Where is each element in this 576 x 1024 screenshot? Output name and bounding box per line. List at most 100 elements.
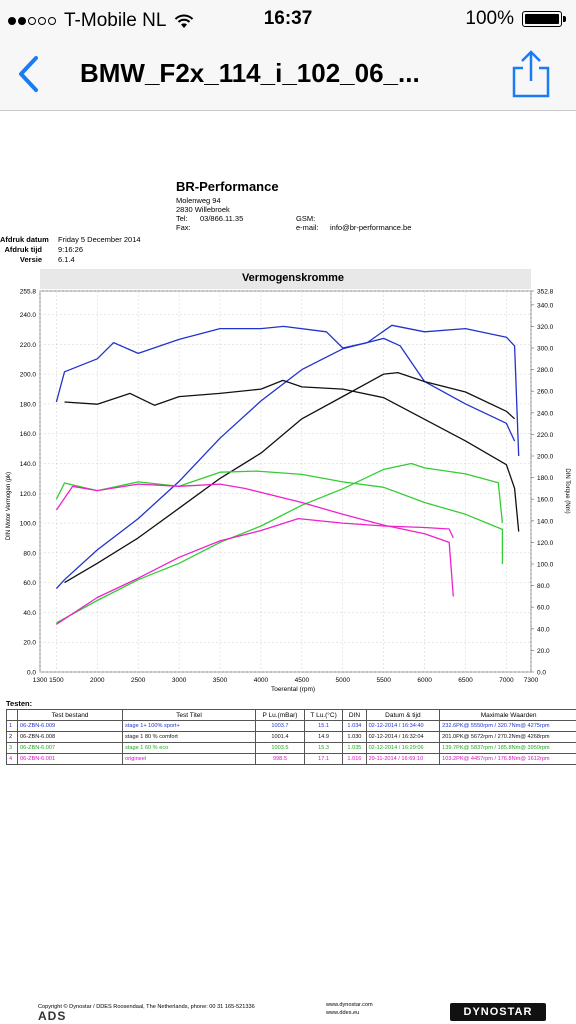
torque-line-series-4 (55, 483, 454, 597)
y2-tick-label: 40.0 (537, 626, 550, 633)
torque-line-series-2 (64, 379, 520, 532)
document-title: BMW_F2x_114_i_102_06_... (80, 58, 420, 88)
version-value: 6.1.4 (58, 255, 75, 264)
x-tick-label: 1300 (33, 677, 48, 684)
column-header: Test Titel (122, 709, 256, 721)
column-header: P Lu.(mBar) (255, 709, 305, 721)
table-cell: 06-ZBN-6.007 (17, 742, 123, 754)
column-header: Test bestand (17, 709, 123, 721)
x-axis-label: Toerental (rpm) (271, 686, 315, 693)
column-header: Datum & tijd (365, 709, 441, 721)
chart-lines (55, 324, 520, 625)
y-tick-label: 160.0 (20, 431, 37, 438)
signal-dot-icon (48, 17, 56, 25)
share-icon[interactable] (508, 48, 554, 100)
x-tick-label: 4500 (295, 677, 310, 684)
table-cell: 1001.4 (255, 731, 305, 743)
y2-tick-label: 352.8 (537, 289, 554, 296)
gsm-label: GSM: (296, 214, 316, 223)
y-tick-label: 240.0 (20, 312, 37, 319)
column-header: Maximale Waarden (439, 709, 576, 721)
y2-tick-label: 240.0 (537, 410, 554, 417)
table-cell: 4 (6, 753, 18, 765)
wifi-icon (175, 14, 194, 28)
y2-tick-label: 100.0 (537, 562, 554, 569)
navigation-bar: BMW_F2x_114_i_102_06_... (0, 38, 576, 111)
y-tick-label: 60.0 (23, 580, 36, 587)
email-label: e-mail: (296, 223, 319, 232)
x-tick-label: 1500 (49, 677, 64, 684)
table-cell: 06-ZBN-6.008 (17, 731, 123, 743)
tests-table: Test bestand Test Titel P Lu.(mBar) T Lu… (6, 709, 576, 765)
table-cell: stage 1 60 % eco (122, 742, 256, 754)
y-tick-label: 100.0 (20, 521, 37, 528)
table-cell: 17.1 (303, 753, 344, 765)
table-cell: 201.0PK@ 5672rpm / 270.2Nm@ 4268rpm (439, 731, 576, 743)
tests-label: Testen: (6, 699, 33, 708)
y2-tick-label: 280.0 (537, 367, 554, 374)
power-line-series-4 (56, 517, 454, 625)
pdf-document[interactable]: BR-Performance Molenweg 94 2830 Willebro… (0, 111, 576, 1024)
print-time-label: Afdruk tijd (4, 245, 43, 254)
y2-tick-label: 220.0 (537, 432, 554, 439)
table-cell: 3 (6, 742, 18, 754)
battery-icon (522, 11, 566, 27)
table-cell: 139.7PK@ 5837rpm / 185.8Nm@ 3950rpm (439, 742, 576, 754)
footer-copyright: Copyright © Dynostar / DDES Roosendaal, … (38, 1004, 255, 1010)
chart-grid (39, 269, 532, 673)
table-cell: 998.5 (255, 753, 305, 765)
power-chart: 0.0 20.0 40.0 60.0 80.0 100.0 120.0 140.0 160.0 1… (6, 269, 570, 693)
column-header: T Lu.(°C) (303, 709, 344, 721)
x-tick-label: 4000 (254, 677, 269, 684)
company-address-line1: Molenweg 94 (176, 196, 221, 205)
y2-tick-label: 120.0 (537, 540, 554, 547)
x-tick-label: 2500 (131, 677, 146, 684)
print-date-label: Afdruk datum (0, 235, 49, 244)
x-tick-label: 2000 (90, 677, 105, 684)
x-tick-label: 7000 (499, 677, 514, 684)
table-row: 3 06-ZBN-6.007 stage 1 60 % eco 1003.5 15.3 1… (6, 742, 576, 754)
table-cell: 02-12-2014 / 16:34:40 (365, 720, 441, 732)
y-tick-label: 0.0 (27, 670, 36, 677)
y2-tick-label: 80.0 (537, 583, 550, 590)
signal-dot-icon (18, 17, 26, 25)
tests-section: Testen: Test bestand Test Titel P Lu.(mB… (2, 699, 576, 765)
table-cell: 06-ZBN-6.009 (17, 720, 123, 732)
footer-url-dynostar: www.dynostar.com (326, 1002, 373, 1008)
y2-tick-label: 160.0 (537, 497, 554, 504)
x-tick-label: 7300 (524, 677, 539, 684)
footer-url-ddes: www.ddes.eu (326, 1010, 360, 1016)
table-cell: 15.3 (303, 742, 344, 754)
chevron-left-icon[interactable] (12, 54, 46, 94)
x-tick-label: 5500 (376, 677, 391, 684)
table-cell: 1.030 (342, 731, 367, 743)
signal-dot-icon (38, 17, 46, 25)
y2-tick-label: 180.0 (537, 475, 554, 482)
print-date-value: Friday 5 December 2014 (58, 235, 141, 244)
y2-tick-label: 140.0 (537, 518, 554, 525)
table-cell: stage 1+ 100% sport+ (122, 720, 256, 732)
column-header: DIN (342, 709, 367, 721)
y-tick-label: 255.8 (20, 289, 37, 296)
signal-dot-icon (28, 17, 36, 25)
table-cell: 1003.7 (255, 720, 305, 732)
table-cell: 1.035 (342, 742, 367, 754)
y-tick-label: 220.0 (20, 342, 37, 349)
y2-tick-label: 200.0 (537, 454, 554, 461)
tel-value: 03/866.11.35 (200, 214, 244, 223)
print-time-value: 9:16:26 (58, 245, 84, 254)
signal-dot-icon (8, 17, 16, 25)
chart-axes: 0.0 20.0 40.0 60.0 80.0 100.0 120.0 140.0 160.0 1… (20, 289, 554, 685)
table-cell: 15.1 (303, 720, 344, 732)
y2-tick-label: 300.0 (537, 346, 554, 353)
x-tick-label: 6000 (417, 677, 432, 684)
email-value: info@br-performance.be (330, 223, 412, 232)
y2-tick-label: 260.0 (537, 389, 554, 396)
ads-logo: ADS (38, 1009, 67, 1023)
table-cell: 1.016 (342, 753, 367, 765)
table-cell: 29-11-2014 / 16:69:10 (365, 753, 441, 765)
x-tick-label: 6500 (458, 677, 473, 684)
y-tick-label: 180.0 (20, 401, 37, 408)
table-header-row: Test bestand Test Titel P Lu.(mBar) T Lu… (6, 709, 576, 721)
table-row: 1 06-ZBN-6.009 stage 1+ 100% sport+ 1003.7 1… (6, 720, 576, 732)
